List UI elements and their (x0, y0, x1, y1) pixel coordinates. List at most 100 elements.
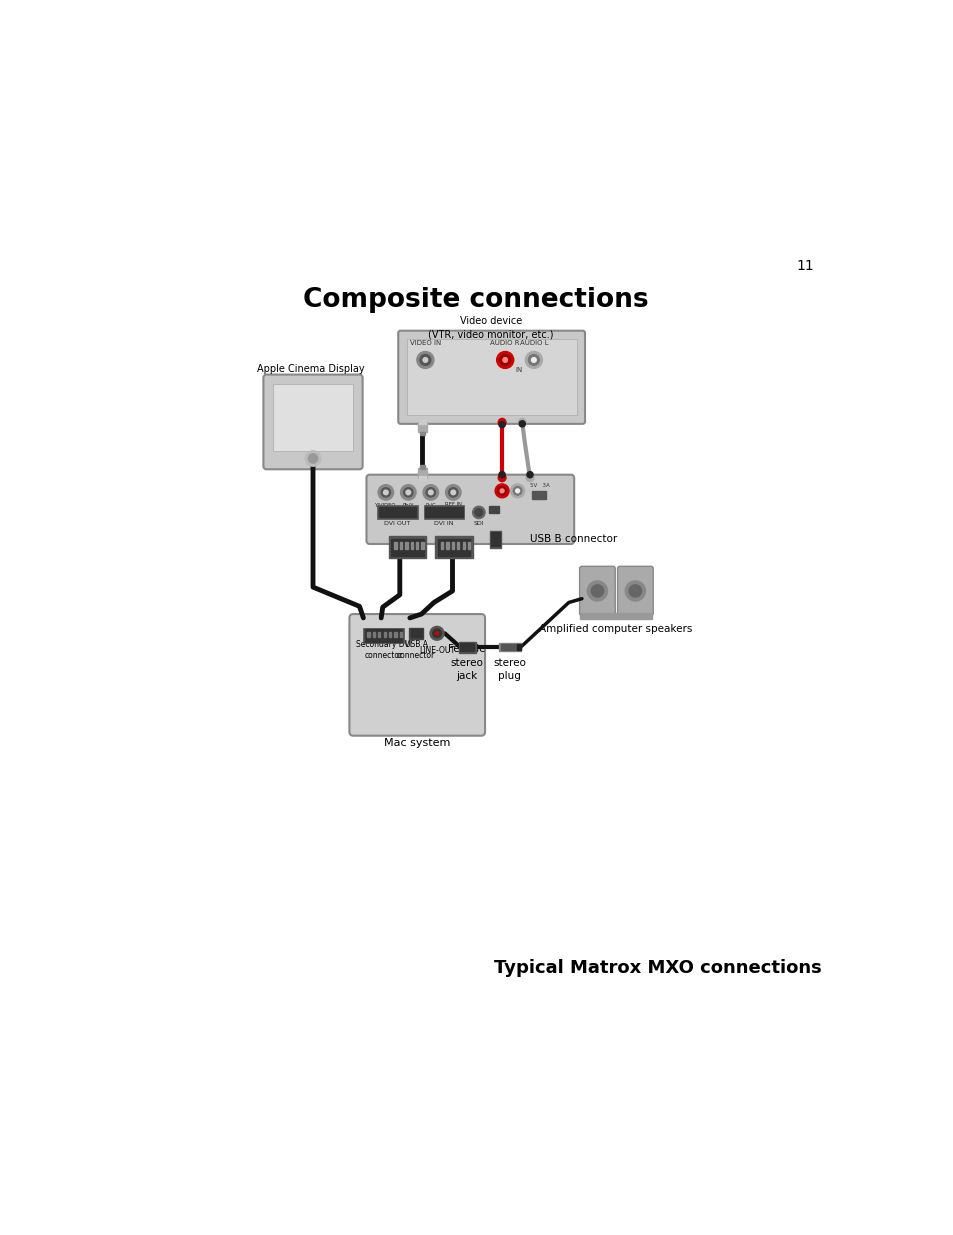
FancyBboxPatch shape (349, 614, 484, 736)
Circle shape (435, 632, 438, 635)
Circle shape (448, 488, 457, 496)
Text: 11: 11 (796, 259, 813, 273)
Bar (406, 340, 576, 415)
Circle shape (428, 490, 433, 495)
Bar (418, 468, 427, 478)
Bar (446, 542, 448, 548)
Circle shape (472, 506, 484, 519)
Text: Apple Cinema Display: Apple Cinema Display (256, 364, 364, 374)
FancyBboxPatch shape (397, 331, 584, 424)
Circle shape (451, 490, 456, 495)
Text: Y/VIDEO: Y/VIDEO (375, 503, 396, 508)
Text: Pb/Y: Pb/Y (402, 503, 414, 508)
Bar (378, 508, 416, 517)
FancyBboxPatch shape (617, 567, 653, 615)
Bar (394, 542, 396, 548)
Text: USB B connector: USB B connector (530, 534, 617, 543)
Bar (399, 542, 402, 548)
Text: Secondary DVI
connector: Secondary DVI connector (355, 640, 411, 661)
Text: USB A
connector: USB A connector (396, 640, 435, 661)
Bar (373, 632, 375, 637)
Bar (456, 542, 459, 548)
FancyBboxPatch shape (263, 374, 362, 469)
Bar (498, 643, 520, 651)
Text: Composite connections: Composite connections (303, 287, 648, 312)
Circle shape (516, 489, 519, 493)
Circle shape (513, 487, 521, 495)
Circle shape (499, 489, 503, 493)
Text: AUDIO R: AUDIO R (490, 341, 519, 346)
Bar (488, 506, 498, 514)
FancyBboxPatch shape (579, 567, 615, 615)
Bar (383, 632, 385, 637)
Bar (274, 384, 353, 451)
Text: Male
stereo
plug: Male stereo plug (493, 645, 526, 680)
Text: Video device
(VTR, video monitor, etc.): Video device (VTR, video monitor, etc.) (428, 316, 554, 340)
Circle shape (400, 484, 416, 500)
Circle shape (518, 421, 525, 427)
Bar (394, 632, 396, 637)
Circle shape (531, 358, 536, 362)
Circle shape (517, 419, 525, 426)
Circle shape (377, 484, 394, 500)
Circle shape (495, 484, 509, 498)
Bar (363, 627, 403, 643)
Bar (389, 536, 426, 558)
Circle shape (497, 352, 513, 368)
Text: VIDEO IN: VIDEO IN (410, 341, 440, 346)
Circle shape (419, 354, 431, 366)
Circle shape (498, 472, 505, 478)
Circle shape (416, 352, 434, 368)
Bar (579, 614, 652, 620)
Circle shape (305, 451, 320, 466)
Bar (416, 542, 418, 548)
Circle shape (526, 472, 533, 478)
Bar (425, 508, 462, 517)
Circle shape (624, 580, 645, 601)
Text: Amplified computer speakers: Amplified computer speakers (538, 624, 692, 634)
Circle shape (497, 474, 505, 482)
Bar (409, 627, 422, 638)
Circle shape (422, 358, 427, 362)
Bar (423, 505, 464, 519)
Circle shape (498, 421, 505, 427)
Bar (418, 477, 426, 480)
Bar (367, 632, 369, 637)
Bar (419, 432, 425, 436)
Text: DVI OUT: DVI OUT (384, 521, 410, 526)
Text: LINE-OUT: LINE-OUT (418, 646, 455, 655)
Bar (489, 531, 500, 548)
Circle shape (422, 484, 438, 500)
Text: Female
stereo
jack: Female stereo jack (448, 645, 485, 680)
Bar (418, 420, 426, 424)
Circle shape (433, 629, 441, 637)
Bar (389, 632, 391, 637)
Circle shape (587, 580, 607, 601)
Circle shape (629, 585, 641, 597)
Text: IN: IN (515, 367, 522, 373)
Circle shape (430, 626, 443, 640)
Bar (452, 542, 454, 548)
Bar (437, 538, 470, 556)
Circle shape (383, 490, 388, 495)
Circle shape (475, 509, 482, 516)
Text: 5V   3A: 5V 3A (530, 483, 549, 488)
Circle shape (445, 484, 460, 500)
Circle shape (525, 474, 534, 482)
Bar (418, 422, 427, 432)
Circle shape (497, 419, 505, 426)
Bar (440, 542, 443, 548)
Bar (517, 645, 520, 651)
Circle shape (525, 352, 542, 368)
Bar (419, 466, 425, 468)
Bar (500, 645, 517, 651)
Text: Pr/C: Pr/C (425, 503, 436, 508)
Bar (459, 643, 474, 651)
Text: AUDIO L: AUDIO L (519, 341, 548, 346)
Bar (410, 542, 413, 548)
Bar (410, 630, 421, 637)
Circle shape (528, 354, 538, 366)
Bar (491, 532, 499, 546)
Bar (458, 642, 476, 652)
Circle shape (502, 358, 507, 362)
